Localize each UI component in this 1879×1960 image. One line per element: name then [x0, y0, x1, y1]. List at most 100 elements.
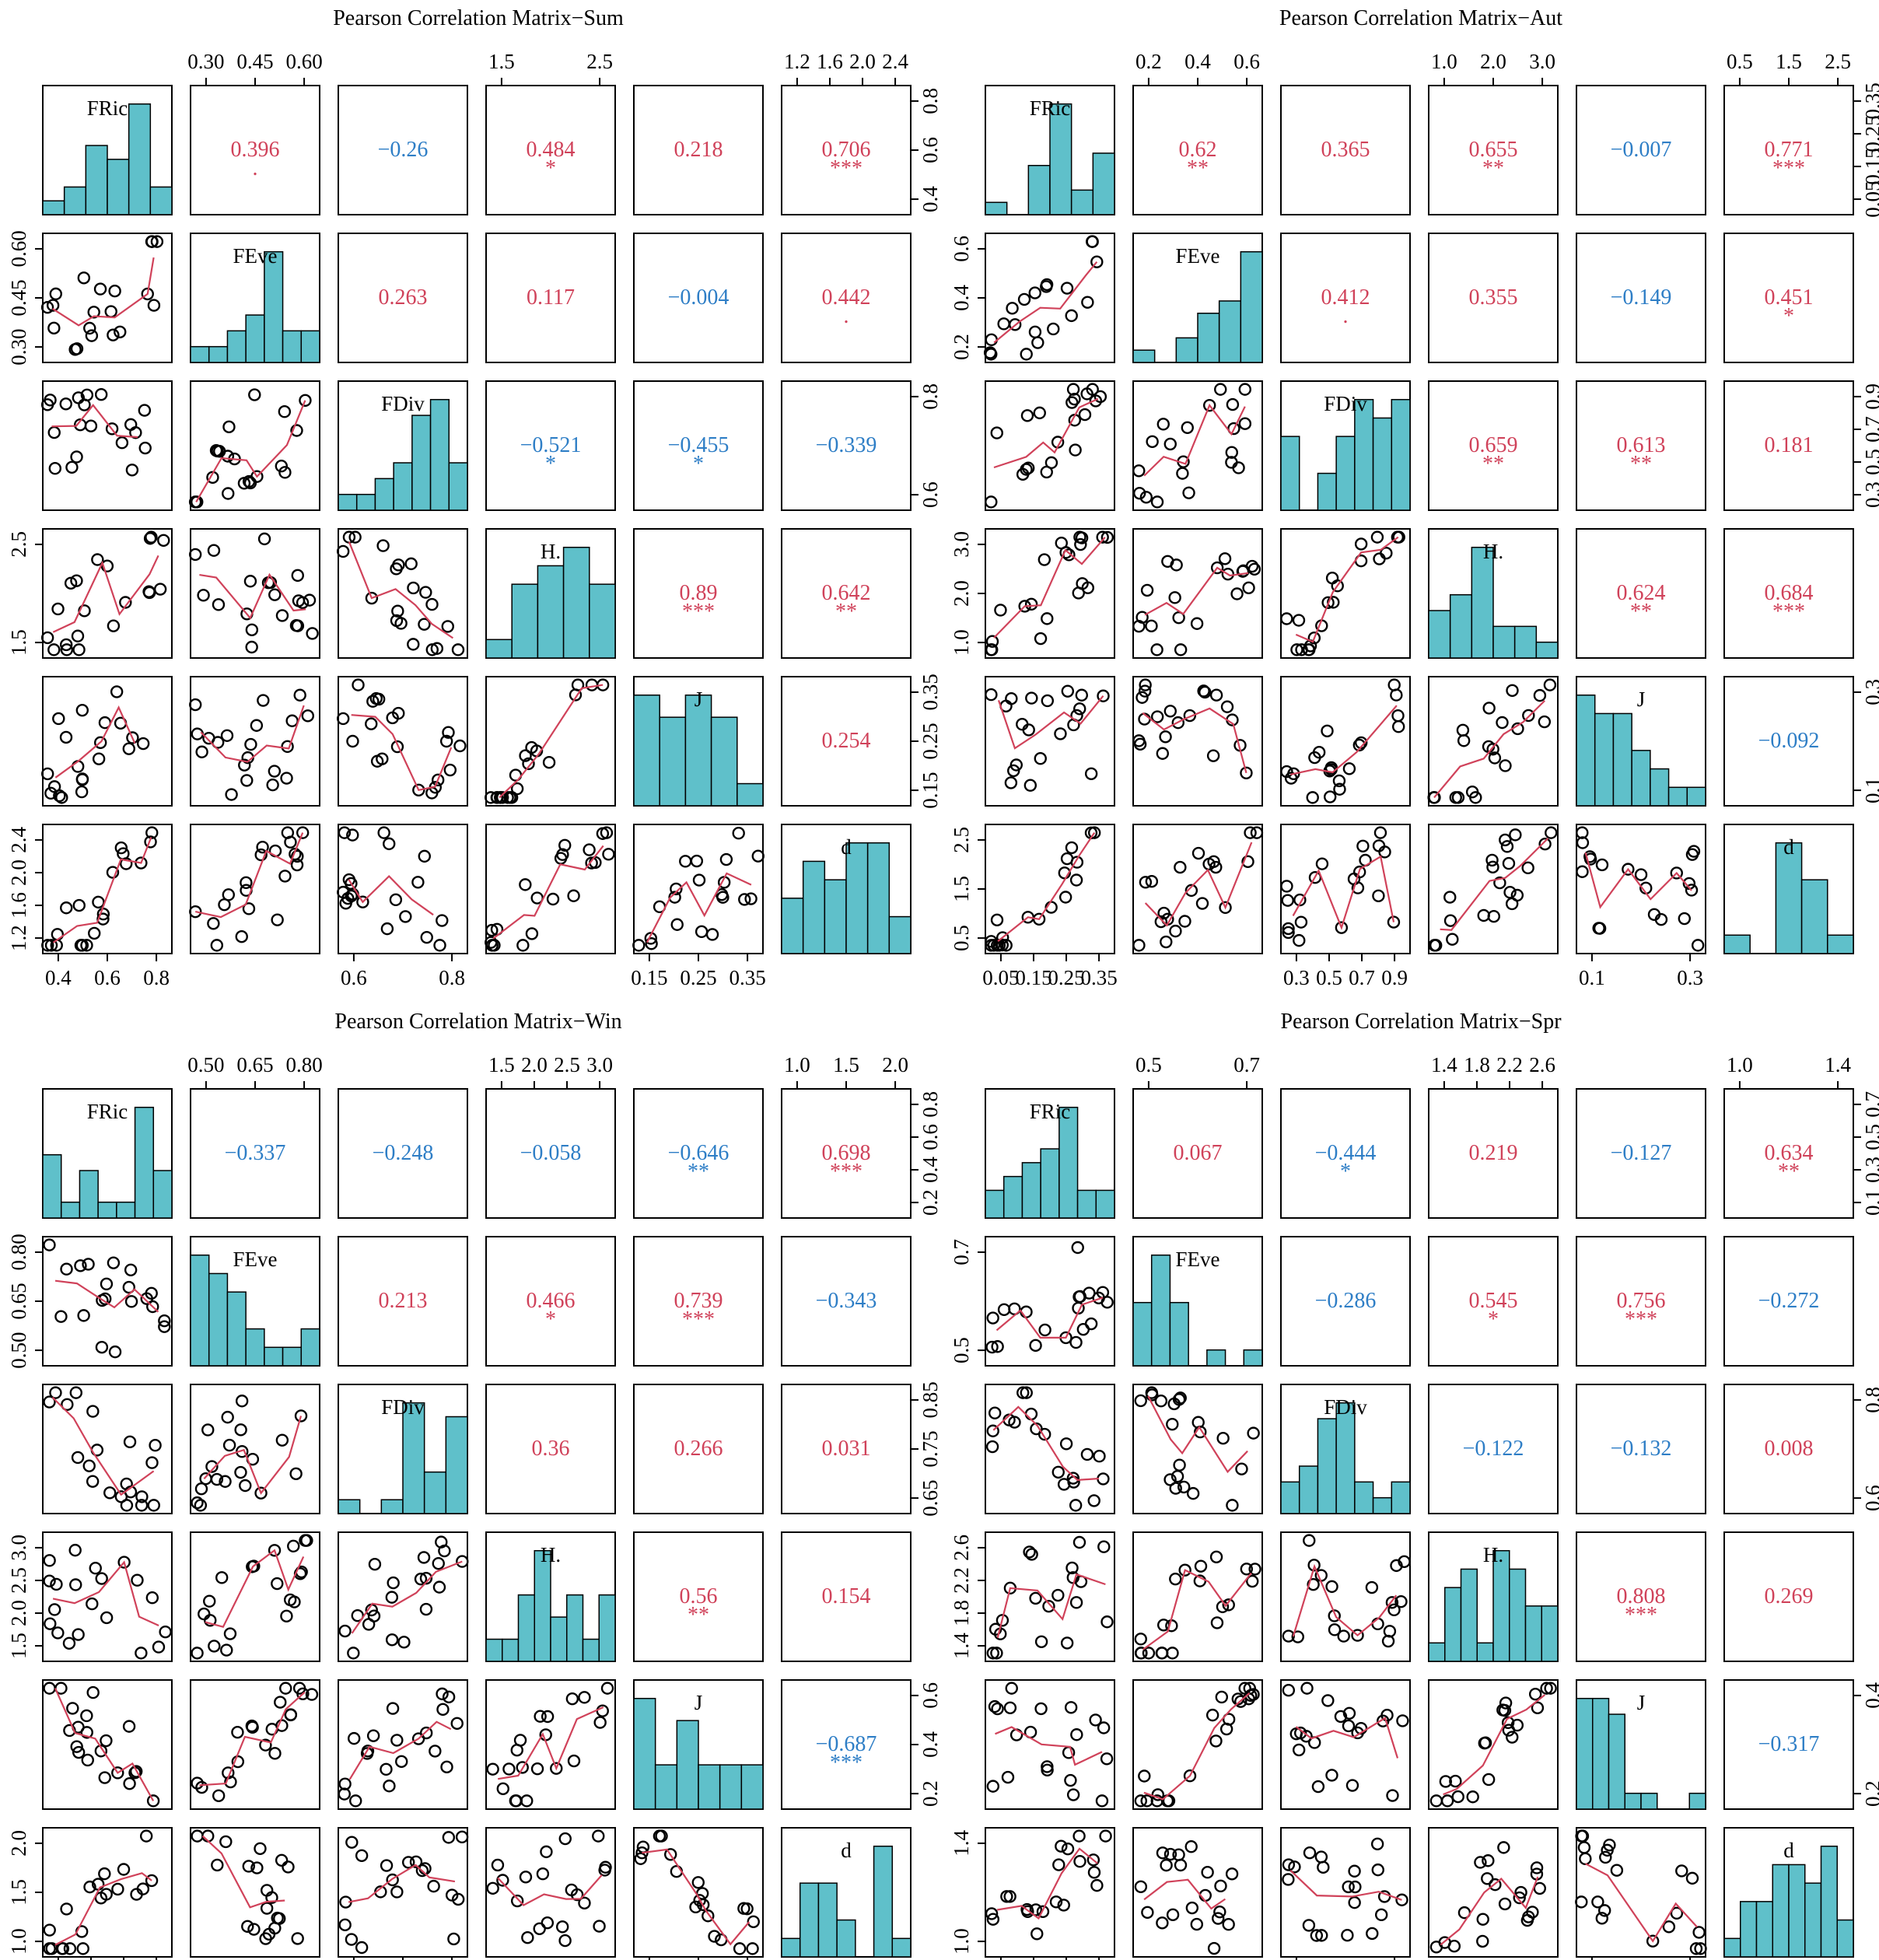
histogram-bar	[245, 314, 265, 363]
scatter-point	[1051, 1588, 1065, 1602]
scatter-point	[95, 1340, 109, 1354]
correlation-value: 0.008	[1765, 1437, 1814, 1461]
histogram-bar	[1335, 436, 1356, 511]
scatter-point	[599, 1860, 612, 1874]
bottom-axis-tick: 0.9	[1381, 954, 1408, 989]
scatter-point	[1154, 1395, 1168, 1408]
right-axis-tick: 0.3	[1853, 1157, 1879, 1183]
scatter-point	[1342, 762, 1356, 775]
tick-label: 0.8	[919, 383, 942, 410]
scatter-point	[496, 1874, 509, 1887]
scatter-point	[1321, 1694, 1335, 1707]
scatter-point	[224, 1775, 237, 1789]
smooth-line	[497, 1874, 603, 1906]
scatter-point	[1303, 1846, 1317, 1860]
bottom-axis-tick: 0.6	[341, 954, 367, 989]
scatter-point	[1097, 1540, 1111, 1553]
correlation-value: −0.004	[668, 285, 730, 310]
variable-label: FEve	[233, 1248, 278, 1271]
cell-frame	[485, 85, 616, 215]
scatter-point	[380, 1859, 394, 1872]
scatter-point	[108, 285, 121, 298]
cell-fdiv-j: 0.266	[633, 1384, 764, 1514]
left-axis-tick: 2.0	[950, 580, 985, 607]
smooth-line	[499, 684, 604, 799]
tick-label: 1.2	[7, 925, 30, 951]
cell-j-feve	[1132, 676, 1263, 807]
scatter-point	[1294, 915, 1308, 929]
tick-label: 1.5	[1776, 50, 1802, 73]
significance-stars: **	[1778, 1160, 1800, 1184]
scatter-point	[565, 1692, 579, 1706]
scatter-point	[453, 739, 467, 753]
top-axis-tick: 2.0	[1480, 50, 1506, 86]
correlation-value: −0.455	[668, 433, 730, 457]
scatter-point	[1395, 1893, 1408, 1906]
scatter-point	[94, 1745, 108, 1758]
scatter-point	[556, 848, 569, 861]
histogram-bar	[1820, 1845, 1838, 1958]
scatter-point	[455, 1830, 469, 1844]
scatter-point	[391, 604, 404, 618]
right-axis-tick: 0.8	[911, 383, 942, 410]
scatter-point	[997, 1303, 1011, 1316]
scatter-point	[1073, 1855, 1086, 1868]
scatter-point	[583, 843, 596, 856]
cell-frame	[1576, 1236, 1706, 1367]
scatter-point	[1355, 736, 1368, 750]
top-axis-tick: 0.65	[236, 1053, 274, 1089]
scatter-point	[1391, 709, 1405, 723]
scatter-point	[546, 892, 560, 906]
scatter-point	[542, 756, 556, 769]
right-axis-tick: 0.4	[911, 186, 942, 212]
scatter-point	[390, 562, 403, 576]
scatter-point	[533, 1922, 546, 1935]
scatter-point	[85, 329, 99, 342]
scatter-point	[46, 299, 60, 312]
bottom-axis-tick: 0.05	[982, 954, 1020, 989]
scatter-point	[1248, 1563, 1261, 1576]
scatter-point	[411, 876, 425, 889]
histogram-bar	[411, 415, 432, 511]
cell-frame	[985, 1384, 1115, 1514]
cell-feve-feve: FEve	[1132, 233, 1263, 363]
cell-frame	[1280, 1531, 1411, 1662]
tick-label: 1.5	[488, 50, 515, 73]
scatter-point	[1328, 1623, 1342, 1636]
cell-fdiv-d: 0.008	[1723, 1384, 1854, 1514]
bottom-axis-tick: 0.7	[1349, 954, 1375, 989]
cell-feve-h: 0.545*	[1428, 1236, 1559, 1367]
tick-label: 1.6	[817, 50, 843, 73]
tick-label: 0.65	[919, 1479, 942, 1516]
left-axis-tick: 0.60	[7, 230, 43, 268]
scatter-point	[1654, 912, 1668, 926]
cell-fdiv-h: 0.659**	[1428, 380, 1559, 511]
scatter-point	[1003, 1701, 1017, 1714]
scatter-point	[77, 1309, 90, 1322]
scatter-point	[207, 917, 220, 930]
cell-j-d: −0.092	[1723, 676, 1854, 807]
smooth-line	[1443, 1694, 1546, 1796]
scatter-point	[1135, 691, 1149, 704]
scatter-point	[670, 1864, 684, 1878]
histogram-bar	[1280, 1481, 1300, 1514]
smooth-line	[997, 695, 1104, 750]
scatter-point	[1073, 530, 1086, 544]
histogram-bar	[1428, 610, 1451, 659]
scatter-point	[242, 902, 256, 915]
scatter-point	[411, 1732, 425, 1745]
smooth-line	[498, 1706, 604, 1780]
tick-label: 1.5	[833, 1053, 859, 1076]
scatter-point	[1097, 1721, 1111, 1734]
cell-frame	[1428, 1236, 1559, 1367]
correlation-value: −0.687	[816, 1732, 877, 1756]
scatter-point	[245, 623, 259, 636]
scatter-point	[1579, 1852, 1592, 1866]
scatter-point	[419, 1602, 433, 1616]
scatter-point	[1514, 1885, 1527, 1899]
histogram-bar	[633, 694, 660, 807]
right-axis-tick: 0.7	[1853, 416, 1879, 443]
scatter-point	[289, 1467, 303, 1480]
cell-fric-fdiv: −0.248	[338, 1088, 468, 1219]
cell-frame	[1132, 1827, 1263, 1958]
